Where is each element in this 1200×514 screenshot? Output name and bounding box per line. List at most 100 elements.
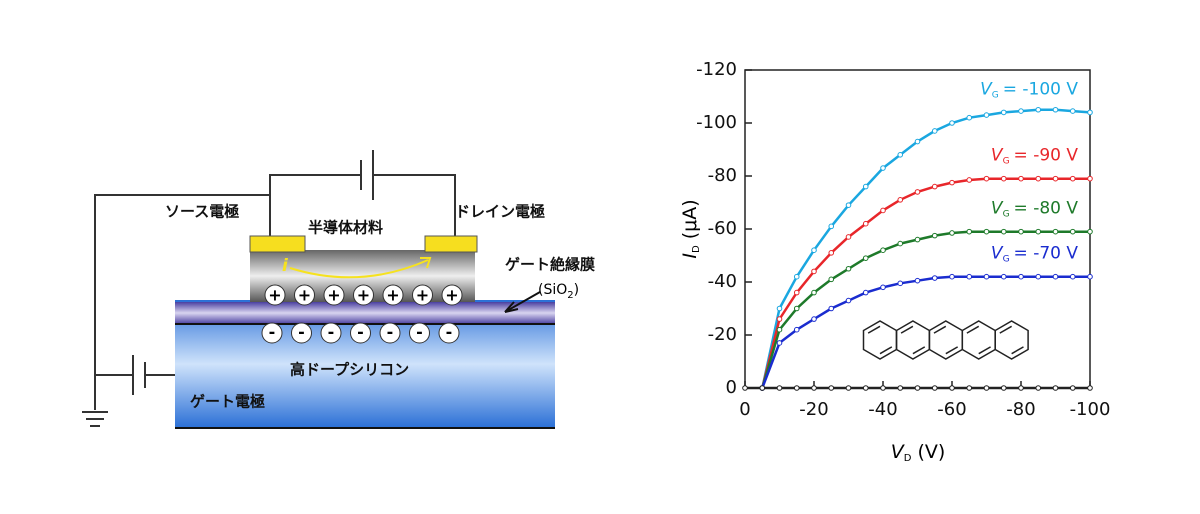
point: [914, 189, 921, 195]
label-part: V: [991, 146, 1004, 166]
charge-circle: [323, 284, 345, 306]
ground: [82, 411, 108, 427]
point: [793, 305, 800, 312]
label-part: V: [991, 199, 1004, 219]
charge-circle: [261, 322, 283, 344]
point: [845, 265, 852, 272]
label-part: V: [980, 79, 993, 99]
charge: -: [269, 323, 276, 342]
label-part: G: [1003, 254, 1010, 264]
label-part: D: [904, 453, 912, 464]
label: i: [282, 256, 289, 276]
charge: +: [445, 286, 458, 305]
point: [1000, 385, 1007, 391]
double-bond: [978, 346, 991, 355]
point: [1069, 273, 1076, 280]
y-tick-label: 0: [726, 377, 737, 398]
x-tick-label: -20: [799, 399, 828, 420]
point: [828, 223, 835, 230]
point: [811, 289, 817, 296]
label-part: = -90 V: [1014, 146, 1079, 166]
point: [914, 138, 921, 145]
charge-circle: [353, 284, 374, 306]
label-part: (μA): [679, 199, 701, 239]
wire: [94, 194, 270, 410]
point: [966, 273, 973, 280]
pointer: [504, 291, 541, 313]
point: [828, 250, 835, 256]
label-part: = -70 V: [1014, 244, 1079, 264]
point: [1035, 385, 1042, 391]
charge-circle: [441, 284, 463, 306]
point: [1018, 273, 1024, 280]
point: [1052, 106, 1059, 113]
point: [1052, 385, 1059, 391]
y-tick-label: -40: [708, 271, 737, 292]
series-label: VG = -100 V: [980, 79, 1078, 100]
point: [1052, 273, 1059, 280]
point: [1087, 109, 1093, 116]
point: [880, 207, 886, 214]
point: [1000, 109, 1007, 116]
point: [966, 385, 973, 391]
point: [793, 326, 800, 333]
charges: +-+-+-+-+-+-+-: [261, 284, 463, 344]
fet-diagram: [82, 150, 555, 429]
point: [776, 385, 783, 391]
point: [828, 276, 835, 283]
current-arrow: [289, 259, 429, 279]
charge-circle: [291, 322, 312, 344]
point: [1087, 273, 1093, 280]
label-part: (V): [917, 441, 945, 463]
point: [1035, 228, 1042, 235]
point: [931, 183, 938, 190]
y-tick-label: -20: [708, 324, 737, 345]
point: [914, 385, 921, 391]
charge: -: [416, 323, 423, 342]
series-line: [761, 108, 1091, 389]
x-tick-label: 0: [739, 399, 750, 420]
point: [776, 305, 783, 312]
point: [776, 326, 783, 333]
label-part: G: [1003, 156, 1010, 166]
label-part: V: [891, 441, 906, 463]
label-part: V: [991, 244, 1004, 264]
label: ゲート絶縁膜: [505, 256, 595, 274]
double-bond: [933, 325, 947, 334]
point: [793, 385, 800, 391]
x-axis-label: VD (V): [891, 441, 946, 465]
point: [897, 280, 904, 287]
y-tick-label: -100: [696, 112, 737, 133]
x-tick-label: -100: [1070, 399, 1111, 420]
point: [845, 234, 852, 240]
point: [983, 385, 990, 391]
point: [828, 385, 835, 391]
electrode: [249, 235, 306, 253]
point: [1000, 273, 1007, 280]
point: [897, 152, 904, 158]
point: [931, 232, 938, 239]
label-part: = -100 V: [1003, 79, 1079, 99]
double-bond: [867, 325, 881, 334]
charge: +: [386, 286, 399, 305]
point: [793, 289, 800, 296]
x-tick-label: -40: [868, 399, 897, 420]
charge-circle: [409, 322, 430, 344]
point: [1087, 175, 1093, 182]
point: [983, 273, 990, 280]
y-tick-label: -80: [708, 165, 737, 186]
point: [1035, 106, 1042, 113]
series-label: VG = -90 V: [991, 146, 1078, 167]
point: [949, 179, 955, 186]
point: [983, 228, 990, 235]
point: [1018, 385, 1024, 391]
point: [931, 275, 938, 281]
point: [862, 385, 869, 391]
charge: +: [416, 286, 429, 305]
point: [1018, 108, 1024, 114]
point: [983, 175, 990, 182]
point: [897, 197, 904, 203]
double-bond: [1011, 346, 1024, 355]
point: [966, 177, 973, 183]
